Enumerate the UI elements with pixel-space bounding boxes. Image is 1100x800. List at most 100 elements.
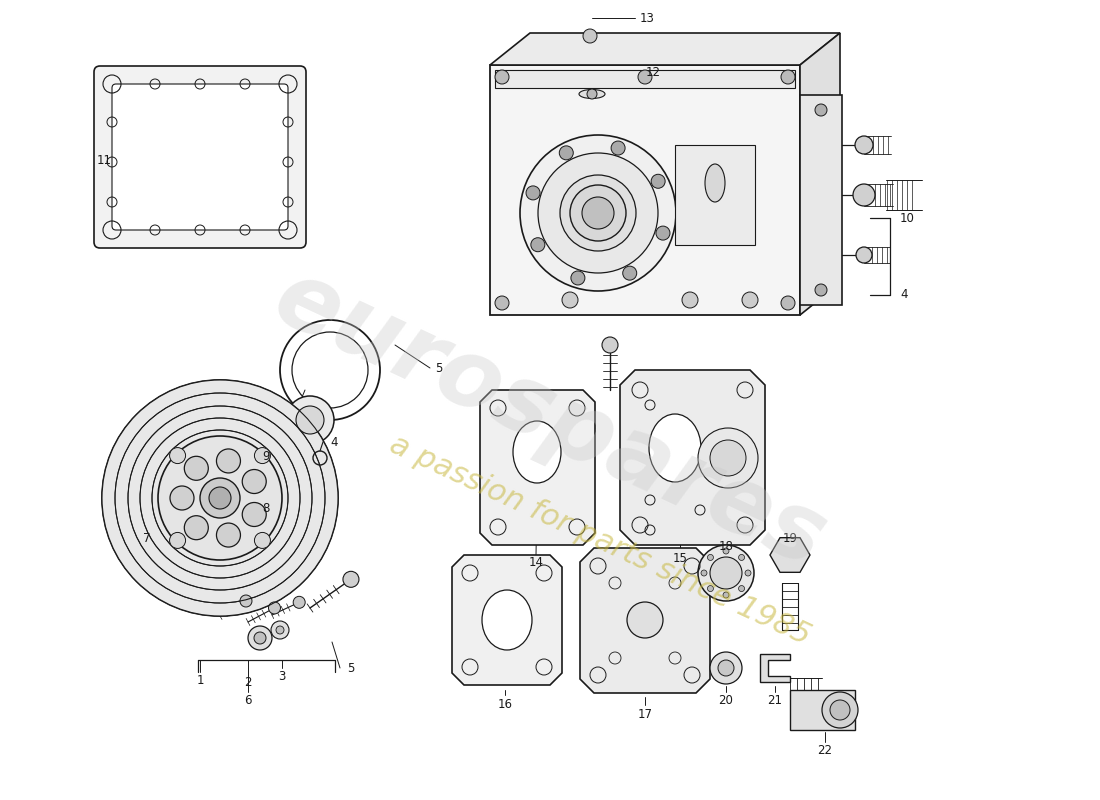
Circle shape — [276, 626, 284, 634]
Text: 2: 2 — [244, 675, 252, 689]
Circle shape — [815, 284, 827, 296]
Polygon shape — [800, 33, 840, 315]
Text: 12: 12 — [646, 66, 661, 79]
Polygon shape — [580, 548, 710, 693]
Text: 18: 18 — [718, 539, 734, 553]
Circle shape — [698, 545, 754, 601]
Text: 1: 1 — [196, 674, 204, 686]
Polygon shape — [480, 390, 595, 545]
Polygon shape — [770, 538, 810, 572]
Circle shape — [254, 632, 266, 644]
Text: 5: 5 — [434, 362, 442, 374]
Circle shape — [343, 571, 359, 587]
Circle shape — [495, 296, 509, 310]
Circle shape — [612, 141, 625, 155]
Circle shape — [495, 70, 509, 84]
Text: 11: 11 — [97, 154, 112, 166]
Circle shape — [707, 554, 714, 561]
Circle shape — [587, 89, 597, 99]
Text: 4: 4 — [330, 437, 338, 450]
Text: a passion for parts since 1985: a passion for parts since 1985 — [385, 430, 815, 650]
Circle shape — [582, 197, 614, 229]
Circle shape — [656, 226, 670, 240]
Circle shape — [710, 652, 742, 684]
Circle shape — [560, 175, 636, 251]
Circle shape — [169, 533, 186, 549]
Circle shape — [742, 292, 758, 308]
Circle shape — [707, 586, 714, 591]
Circle shape — [710, 440, 746, 476]
Circle shape — [738, 586, 745, 591]
Circle shape — [745, 570, 751, 576]
Circle shape — [822, 692, 858, 728]
Bar — [495, 70, 795, 88]
Text: 14: 14 — [528, 555, 543, 569]
Circle shape — [240, 595, 252, 607]
Circle shape — [701, 570, 707, 576]
Ellipse shape — [579, 90, 605, 98]
Text: 3: 3 — [278, 670, 286, 682]
Circle shape — [102, 380, 338, 616]
Circle shape — [286, 396, 334, 444]
Polygon shape — [490, 33, 840, 65]
Circle shape — [738, 554, 745, 561]
Circle shape — [718, 660, 734, 676]
Circle shape — [651, 174, 666, 188]
FancyBboxPatch shape — [112, 84, 288, 230]
Text: eurospares: eurospares — [260, 252, 840, 588]
FancyBboxPatch shape — [94, 66, 306, 248]
Circle shape — [271, 621, 289, 639]
Circle shape — [268, 602, 280, 614]
Ellipse shape — [705, 164, 725, 202]
Circle shape — [169, 447, 186, 463]
Bar — [800, 95, 842, 305]
Circle shape — [242, 470, 266, 494]
Text: 19: 19 — [782, 531, 797, 545]
Text: 6: 6 — [244, 694, 252, 706]
Circle shape — [559, 146, 573, 160]
Text: 16: 16 — [497, 698, 513, 710]
Circle shape — [294, 596, 305, 608]
Circle shape — [623, 266, 637, 280]
Circle shape — [723, 548, 729, 554]
Circle shape — [200, 478, 240, 518]
Circle shape — [583, 29, 597, 43]
Polygon shape — [620, 370, 764, 545]
Bar — [790, 690, 855, 730]
Ellipse shape — [649, 414, 701, 482]
Circle shape — [531, 238, 544, 252]
Circle shape — [254, 533, 271, 549]
Text: 22: 22 — [817, 743, 833, 757]
Circle shape — [710, 557, 742, 589]
Text: 5: 5 — [346, 662, 354, 674]
Circle shape — [185, 456, 208, 480]
Circle shape — [781, 70, 795, 84]
Circle shape — [856, 247, 872, 263]
Circle shape — [698, 428, 758, 488]
Text: 15: 15 — [672, 551, 688, 565]
Circle shape — [723, 592, 729, 598]
Circle shape — [185, 516, 208, 540]
Polygon shape — [452, 555, 562, 685]
Circle shape — [242, 502, 266, 526]
Text: 8: 8 — [263, 502, 270, 514]
Ellipse shape — [513, 421, 561, 483]
Circle shape — [217, 449, 241, 473]
Circle shape — [638, 70, 652, 84]
Text: 20: 20 — [718, 694, 734, 706]
Circle shape — [158, 436, 282, 560]
Text: 7: 7 — [143, 531, 150, 545]
Circle shape — [571, 271, 585, 285]
Circle shape — [254, 447, 271, 463]
Circle shape — [248, 626, 272, 650]
Circle shape — [520, 135, 676, 291]
Circle shape — [815, 104, 827, 116]
Circle shape — [682, 292, 698, 308]
Circle shape — [855, 136, 873, 154]
Circle shape — [562, 292, 578, 308]
Circle shape — [830, 700, 850, 720]
Circle shape — [296, 406, 324, 434]
Circle shape — [570, 185, 626, 241]
Circle shape — [217, 523, 241, 547]
Text: 13: 13 — [640, 11, 654, 25]
